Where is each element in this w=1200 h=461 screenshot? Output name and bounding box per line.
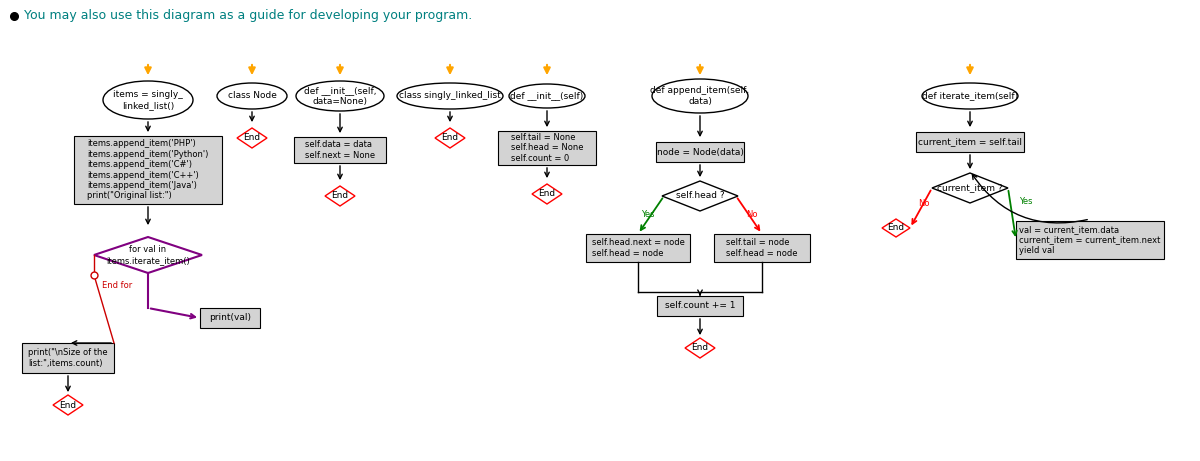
Ellipse shape xyxy=(652,79,748,113)
Ellipse shape xyxy=(217,83,287,109)
Text: self.tail = node
self.head = node: self.tail = node self.head = node xyxy=(726,238,798,258)
Bar xyxy=(200,308,260,328)
Bar xyxy=(586,234,690,262)
Text: self.head.next = node
self.head = node: self.head.next = node self.head = node xyxy=(592,238,684,258)
Text: print(val): print(val) xyxy=(209,313,251,323)
Polygon shape xyxy=(94,237,202,273)
Bar xyxy=(22,343,114,373)
Text: No: No xyxy=(918,200,930,208)
Polygon shape xyxy=(53,395,83,415)
Text: node = Node(data): node = Node(data) xyxy=(656,148,744,156)
Text: print("\nSize of the
list:",items.count): print("\nSize of the list:",items.count) xyxy=(28,349,108,368)
Text: def __init__(self): def __init__(self) xyxy=(510,91,583,100)
Text: class Node: class Node xyxy=(228,91,276,100)
Polygon shape xyxy=(685,338,715,358)
Bar xyxy=(714,234,810,262)
Polygon shape xyxy=(238,128,266,148)
Text: End: End xyxy=(60,401,77,409)
Text: for val in
items.iterate_item(): for val in items.iterate_item() xyxy=(106,245,190,265)
Text: val = current_item.data
current_item = current_item.next
yield val: val = current_item.data current_item = c… xyxy=(1019,225,1160,255)
Bar xyxy=(658,296,743,316)
Text: End for: End for xyxy=(102,280,132,290)
Text: You may also use this diagram as a guide for developing your program.: You may also use this diagram as a guide… xyxy=(24,10,473,23)
Bar xyxy=(74,136,222,204)
Text: current_item ?: current_item ? xyxy=(937,183,1003,193)
Text: items = singly_
linked_list(): items = singly_ linked_list() xyxy=(113,90,182,110)
Polygon shape xyxy=(882,219,910,237)
Text: End: End xyxy=(888,224,905,232)
Ellipse shape xyxy=(103,81,193,119)
Bar xyxy=(1016,221,1164,259)
Text: current_item = self.tail: current_item = self.tail xyxy=(918,137,1022,147)
Text: End: End xyxy=(331,191,348,201)
Polygon shape xyxy=(325,186,355,206)
Bar xyxy=(498,131,596,165)
Text: End: End xyxy=(539,189,556,199)
Bar xyxy=(294,137,386,163)
Ellipse shape xyxy=(397,83,503,109)
Ellipse shape xyxy=(922,83,1018,109)
Text: End: End xyxy=(691,343,708,353)
Polygon shape xyxy=(436,128,466,148)
Text: End: End xyxy=(442,134,458,142)
Ellipse shape xyxy=(509,84,586,108)
Bar xyxy=(656,142,744,162)
Text: def iterate_item(self): def iterate_item(self) xyxy=(922,91,1018,100)
Text: def append_item(self,
data): def append_item(self, data) xyxy=(650,86,750,106)
Ellipse shape xyxy=(296,81,384,111)
Text: self.tail = None
self.head = None
self.count = 0: self.tail = None self.head = None self.c… xyxy=(511,133,583,163)
Text: End: End xyxy=(244,134,260,142)
Text: No: No xyxy=(746,211,757,219)
Text: Yes: Yes xyxy=(1019,197,1033,207)
Bar xyxy=(916,132,1024,152)
Text: self.data = data
self.next = None: self.data = data self.next = None xyxy=(305,140,376,160)
Text: def __init__(self,
data=None): def __init__(self, data=None) xyxy=(304,86,377,106)
Text: class singly_linked_list: class singly_linked_list xyxy=(400,91,500,100)
Text: self.head ?: self.head ? xyxy=(676,191,725,201)
Text: items.append_item('PHP')
items.append_item('Python')
items.append_item('C#')
ite: items.append_item('PHP') items.append_it… xyxy=(88,140,209,201)
Text: Yes: Yes xyxy=(641,211,655,219)
Polygon shape xyxy=(662,181,738,211)
Polygon shape xyxy=(932,173,1008,203)
Polygon shape xyxy=(532,184,562,204)
Text: self.count += 1: self.count += 1 xyxy=(665,301,736,311)
